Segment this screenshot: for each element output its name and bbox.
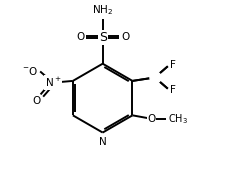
- Text: F: F: [169, 60, 175, 70]
- Text: O: O: [147, 114, 155, 124]
- Text: CH$_3$: CH$_3$: [167, 112, 187, 126]
- Text: N$^+$: N$^+$: [45, 76, 61, 89]
- Text: O: O: [76, 32, 84, 42]
- Text: NH$_2$: NH$_2$: [92, 3, 113, 17]
- Text: O: O: [32, 96, 40, 106]
- Text: $^{-}$O: $^{-}$O: [22, 65, 38, 77]
- Text: N: N: [98, 137, 106, 147]
- Text: F: F: [169, 85, 175, 95]
- Text: O: O: [121, 32, 129, 42]
- Text: S: S: [98, 30, 106, 43]
